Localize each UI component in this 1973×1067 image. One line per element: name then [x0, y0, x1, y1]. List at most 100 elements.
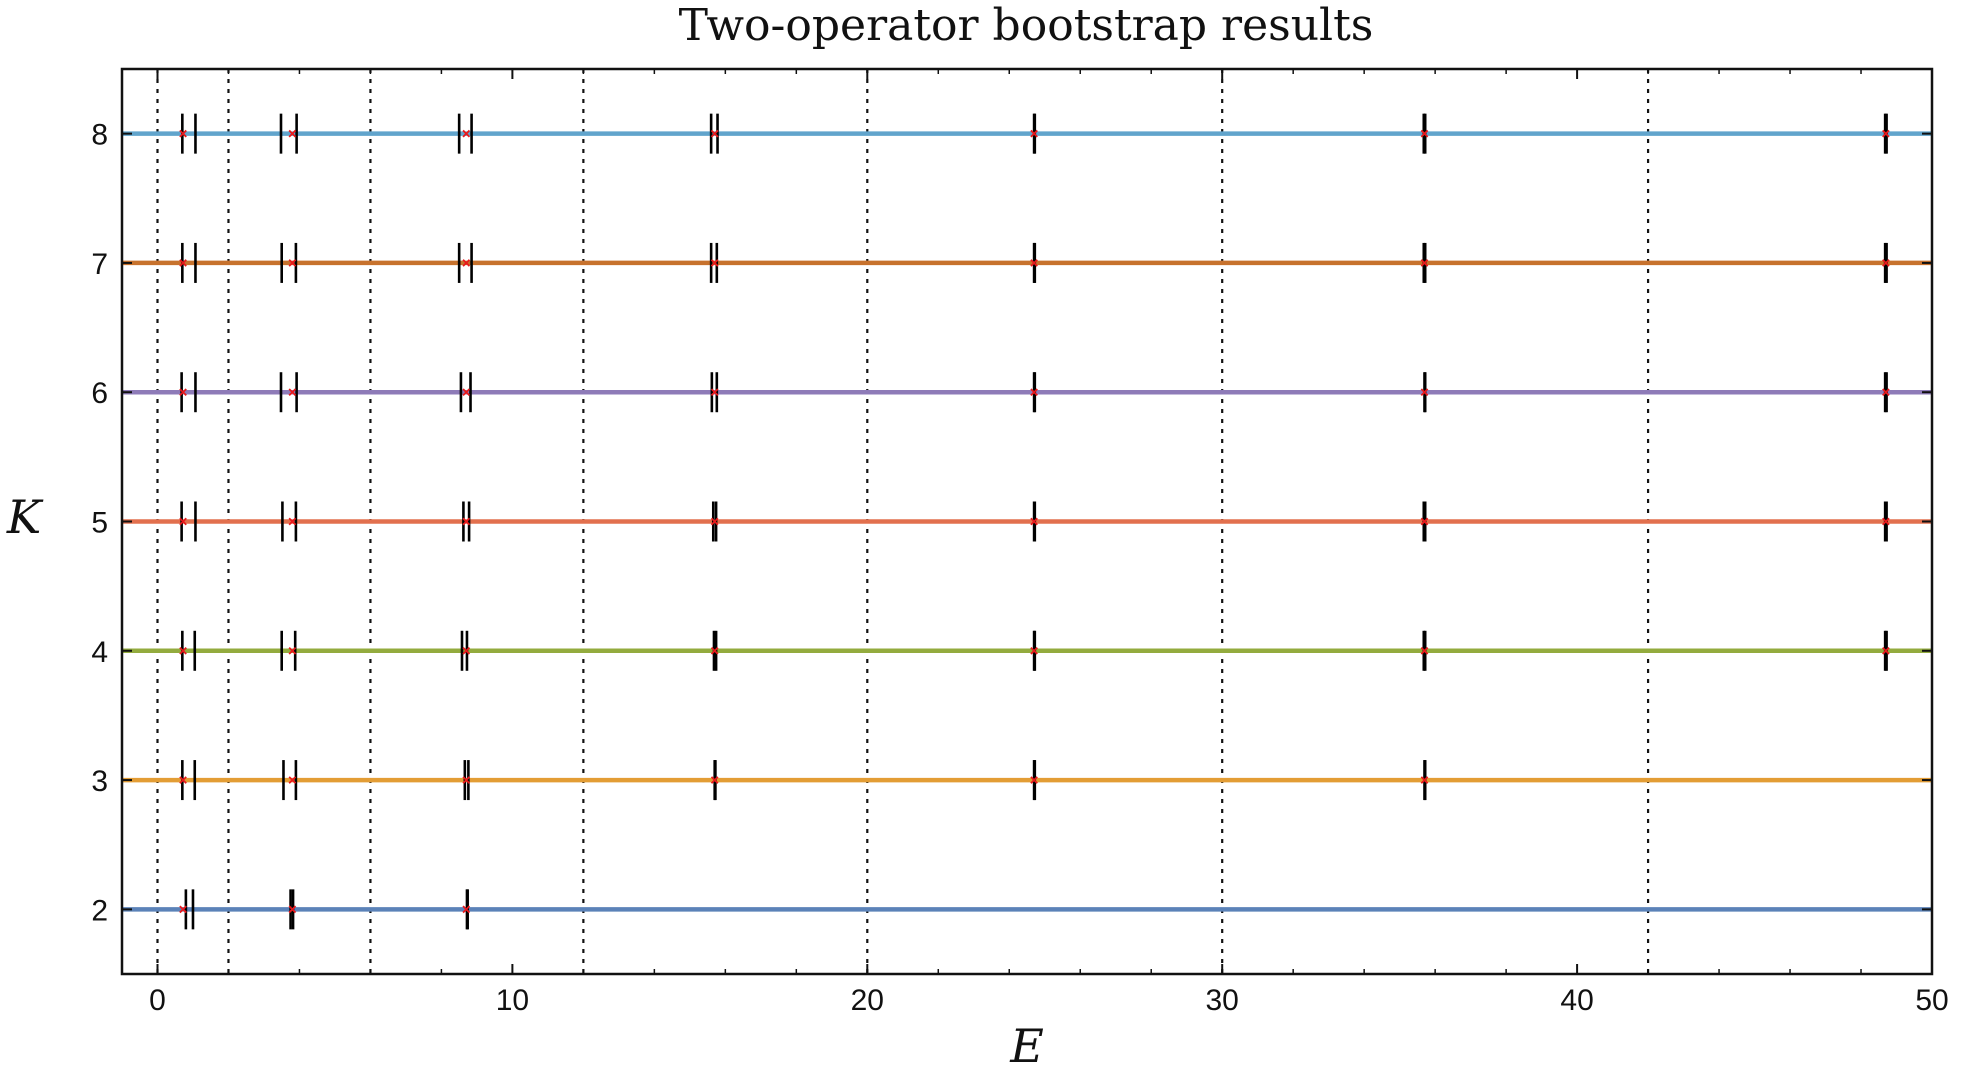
- exact-marks: [179, 129, 1890, 914]
- exact-marker: [179, 388, 187, 397]
- exact-marker-stroke: [1030, 776, 1038, 784]
- exact-marker: [1030, 646, 1038, 655]
- exact-marker-stroke: [710, 129, 719, 138]
- exact-marker-stroke: [1420, 517, 1429, 526]
- y-axis-ticks: 2 3 4 5 6 7 8: [91, 119, 1932, 927]
- exact-marker-stroke: [1420, 388, 1429, 397]
- exact-marker-stroke: [288, 259, 297, 267]
- exact-marker-stroke: [288, 646, 297, 655]
- exact-marker: [179, 517, 187, 526]
- exact-marker-stroke: [1420, 776, 1429, 784]
- exact-marker-stroke: [1882, 259, 1890, 267]
- x-tick-label: 0: [149, 984, 166, 1017]
- exact-marker-stroke: [1030, 517, 1038, 526]
- y-tick-label: 7: [91, 248, 108, 281]
- exact-marker-stroke: [710, 776, 719, 784]
- x-axis-ticks: 0 10 20 30 40 50: [149, 69, 1949, 1017]
- exact-marker-stroke: [710, 388, 719, 397]
- exact-marker-stroke: [1882, 646, 1890, 655]
- exact-marker-stroke: [462, 259, 471, 267]
- exact-marker: [710, 776, 719, 784]
- exact-marker-stroke: [1030, 388, 1038, 397]
- exact-marker: [1030, 129, 1038, 138]
- bound-marks: [180, 113, 1888, 930]
- exact-marker: [710, 517, 719, 526]
- x-tick-label: 20: [851, 984, 884, 1017]
- exact-marker: [462, 388, 471, 397]
- exact-marker-stroke: [288, 517, 297, 526]
- exact-marker: [1420, 129, 1429, 138]
- exact-marker: [179, 259, 187, 267]
- exact-marker-stroke: [288, 388, 297, 397]
- exact-marker-stroke: [288, 905, 297, 914]
- exact-marker-stroke: [1420, 129, 1429, 138]
- exact-marker-stroke: [1882, 129, 1890, 138]
- exact-marker: [288, 905, 297, 914]
- exact-marker-stroke: [179, 776, 187, 784]
- x-tick-label: 30: [1206, 984, 1239, 1017]
- exact-marker: [462, 517, 471, 526]
- exact-marker: [1882, 259, 1890, 267]
- y-axis-label: K: [6, 490, 44, 544]
- exact-marker: [1882, 129, 1890, 138]
- chart-title: Two-operator bootstrap results: [679, 0, 1374, 51]
- exact-marker-stroke: [462, 129, 471, 138]
- exact-marker: [288, 776, 297, 784]
- exact-marker: [1420, 776, 1429, 784]
- exact-marker-stroke: [1882, 517, 1890, 526]
- exact-marker: [462, 905, 471, 914]
- exact-marker-stroke: [1030, 646, 1038, 655]
- exact-marker-stroke: [462, 646, 471, 655]
- y-tick-label: 3: [91, 765, 108, 798]
- exact-marker: [462, 776, 471, 784]
- exact-marker: [710, 259, 719, 267]
- exact-marker: [288, 517, 297, 526]
- exact-marker: [1030, 259, 1038, 267]
- exact-marker: [288, 388, 297, 397]
- exact-marker: [1420, 517, 1429, 526]
- exact-marker: [1420, 388, 1429, 397]
- exact-marker-stroke: [462, 388, 471, 397]
- exact-marker-stroke: [179, 905, 187, 914]
- y-tick-label: 2: [91, 894, 108, 927]
- exact-marker: [462, 259, 471, 267]
- exact-marker: [288, 259, 297, 267]
- exact-marker-stroke: [710, 517, 719, 526]
- y-tick-label: 5: [91, 507, 108, 540]
- exact-marker: [1420, 259, 1429, 267]
- exact-marker-stroke: [1882, 388, 1890, 397]
- exact-marker: [710, 646, 719, 655]
- x-tick-label: 40: [1560, 984, 1593, 1017]
- exact-marker: [462, 129, 471, 138]
- exact-marker: [1882, 517, 1890, 526]
- exact-marker-stroke: [179, 517, 187, 526]
- exact-marker: [288, 129, 297, 138]
- y-tick-label: 4: [91, 636, 108, 669]
- exact-marker: [288, 646, 297, 655]
- y-tick-label: 8: [91, 119, 108, 152]
- exact-marker: [710, 129, 719, 138]
- exact-marker: [1030, 517, 1038, 526]
- exact-marker-stroke: [179, 646, 187, 655]
- x-axis-label: E: [1009, 1019, 1044, 1067]
- exact-marker-stroke: [1420, 646, 1429, 655]
- exact-marker-stroke: [710, 646, 719, 655]
- exact-marker: [462, 646, 471, 655]
- x-tick-label: 10: [496, 984, 529, 1017]
- exact-marker-stroke: [1420, 259, 1429, 267]
- exact-marker-stroke: [288, 776, 297, 784]
- exact-marker-stroke: [288, 129, 297, 138]
- y-tick-label: 6: [91, 377, 108, 410]
- exact-marker: [710, 388, 719, 397]
- exact-marker-stroke: [462, 776, 471, 784]
- exact-marker-stroke: [179, 388, 187, 397]
- exact-marker: [1882, 388, 1890, 397]
- exact-marker: [179, 905, 187, 914]
- exact-marker-stroke: [462, 905, 471, 914]
- exact-marker: [179, 646, 187, 655]
- exact-marker: [1030, 776, 1038, 784]
- exact-marker: [1030, 388, 1038, 397]
- exact-marker: [179, 776, 187, 784]
- exact-marker-stroke: [1030, 129, 1038, 138]
